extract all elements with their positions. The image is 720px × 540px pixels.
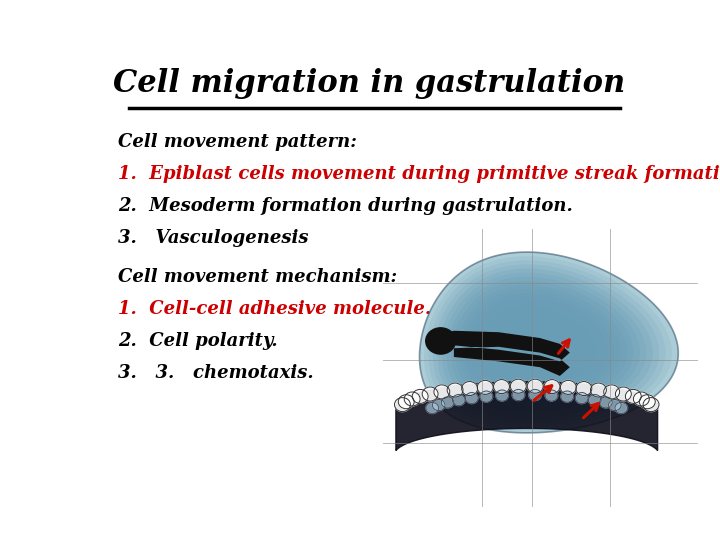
Polygon shape [492,318,576,377]
Circle shape [441,397,454,408]
Circle shape [634,392,649,406]
Circle shape [398,395,414,409]
Circle shape [447,383,463,397]
Circle shape [493,380,510,394]
Text: 1.  Epiblast cells movement during primitive streak formation.: 1. Epiblast cells movement during primit… [118,165,720,183]
Circle shape [422,387,438,401]
Circle shape [576,382,592,395]
Circle shape [480,391,492,402]
Circle shape [575,393,588,403]
Polygon shape [482,309,589,384]
Polygon shape [420,252,678,433]
Text: 2.  Mesoderm formation during gastrulation.: 2. Mesoderm formation during gastrulatio… [118,197,572,215]
Polygon shape [460,289,621,401]
Polygon shape [446,276,640,412]
Circle shape [426,328,456,354]
Circle shape [527,379,543,393]
Text: Cell migration in gastrulation: Cell migration in gastrulation [113,68,625,99]
Circle shape [512,389,525,401]
Circle shape [615,402,628,414]
Circle shape [462,382,477,395]
Text: Cell movement mechanism:: Cell movement mechanism: [118,268,397,286]
Circle shape [426,402,438,414]
Polygon shape [424,256,672,429]
Text: 2.  Cell polarity.: 2. Cell polarity. [118,332,277,350]
Text: 1.  Cell-cell adhesive molecule.: 1. Cell-cell adhesive molecule. [118,300,431,318]
Circle shape [465,393,478,403]
Circle shape [608,400,621,410]
Circle shape [603,385,620,399]
Circle shape [528,389,541,401]
Circle shape [452,395,465,406]
Circle shape [626,389,642,403]
Circle shape [510,379,526,393]
Polygon shape [487,314,582,380]
Polygon shape [442,273,647,415]
Circle shape [561,391,573,402]
Circle shape [434,385,450,399]
Polygon shape [451,281,634,408]
Polygon shape [464,293,614,398]
Polygon shape [437,330,570,376]
Circle shape [590,383,606,397]
Circle shape [496,390,508,401]
Circle shape [616,387,631,401]
Polygon shape [478,306,595,387]
Polygon shape [505,330,557,366]
Text: 3.   3.   chemotaxis.: 3. 3. chemotaxis. [118,364,313,382]
Circle shape [643,397,659,411]
Circle shape [413,389,428,403]
Text: Cell movement pattern:: Cell movement pattern: [118,133,357,151]
Polygon shape [496,322,570,373]
Circle shape [544,380,560,394]
Polygon shape [396,382,657,450]
Polygon shape [456,285,627,405]
Circle shape [560,380,576,394]
Circle shape [477,380,493,394]
Circle shape [395,397,410,411]
Circle shape [545,390,558,401]
Text: 3.   Vasculogenesis: 3. Vasculogenesis [118,229,308,247]
Circle shape [433,400,445,410]
Polygon shape [438,268,653,419]
Polygon shape [469,298,608,394]
Polygon shape [474,301,602,391]
Circle shape [404,392,420,406]
Polygon shape [428,260,665,426]
Circle shape [600,397,612,408]
Polygon shape [433,265,659,422]
Polygon shape [501,326,564,370]
Polygon shape [420,252,678,433]
Circle shape [639,395,655,409]
Circle shape [588,395,601,406]
